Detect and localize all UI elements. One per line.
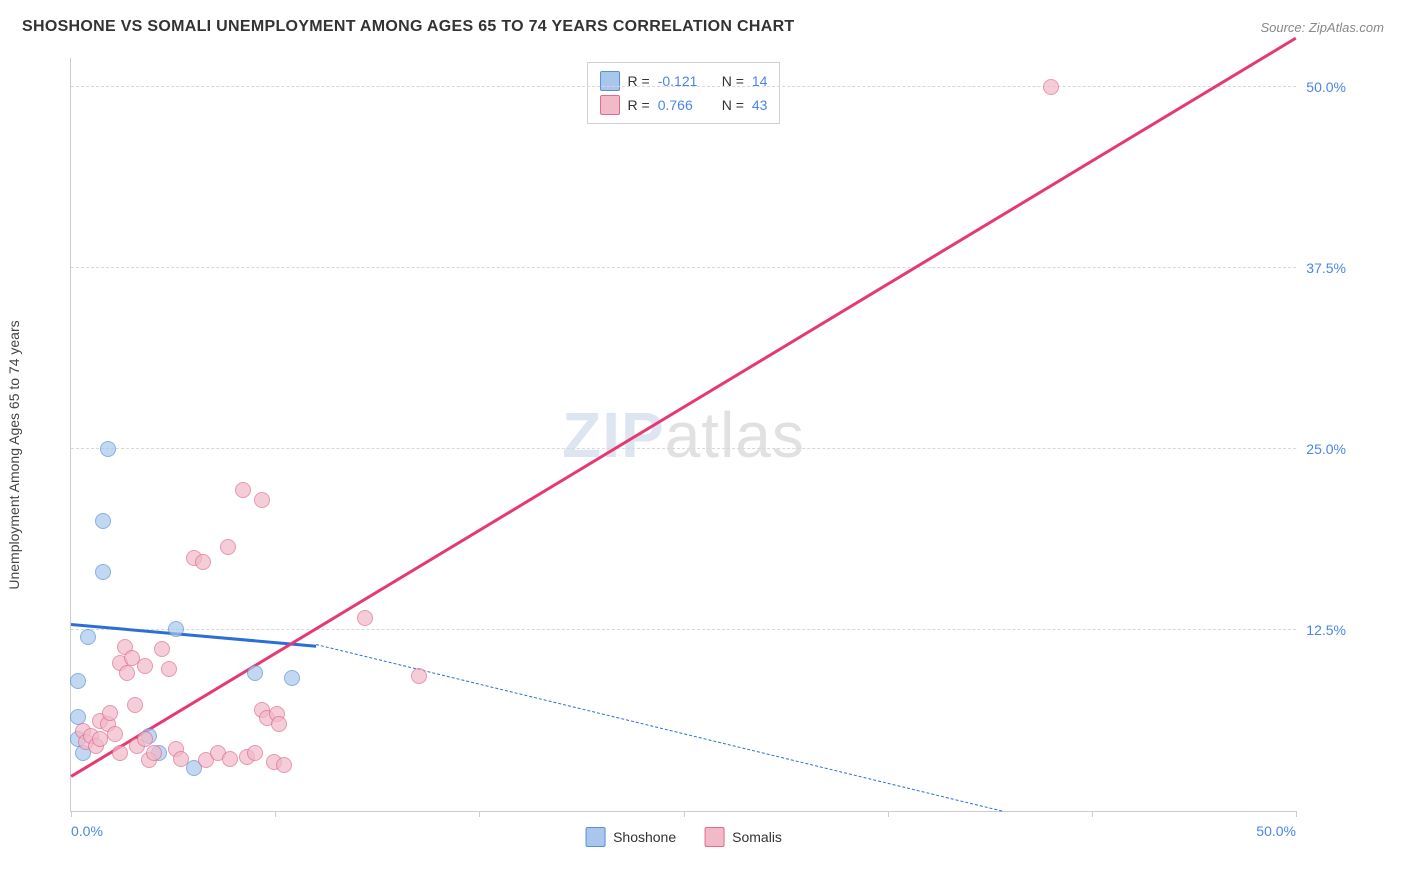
data-point <box>92 731 108 747</box>
trend-line <box>71 623 316 648</box>
data-point <box>247 665 263 681</box>
data-point <box>137 658 153 674</box>
data-point <box>161 661 177 677</box>
data-point <box>70 673 86 689</box>
data-point <box>1043 79 1059 95</box>
chart-container: Unemployment Among Ages 65 to 74 years Z… <box>50 58 1346 852</box>
data-point <box>271 716 287 732</box>
swatch-somalis <box>600 95 620 115</box>
data-point <box>127 697 143 713</box>
data-point <box>235 482 251 498</box>
y-tick-label: 37.5% <box>1306 260 1346 276</box>
gridline <box>71 267 1296 268</box>
stats-legend-row-shoshone: R = -0.121 N = 14 <box>600 69 768 93</box>
y-tick-label: 25.0% <box>1306 441 1346 457</box>
bottom-legend: Shoshone Somalis <box>585 827 782 847</box>
data-point <box>107 726 123 742</box>
x-tick <box>684 811 685 817</box>
data-point <box>100 441 116 457</box>
data-point <box>222 751 238 767</box>
data-point <box>95 564 111 580</box>
x-tick-label-min: 0.0% <box>71 823 103 839</box>
x-tick <box>888 811 889 817</box>
x-tick <box>479 811 480 817</box>
gridline <box>71 86 1296 87</box>
data-point <box>168 621 184 637</box>
data-point <box>146 745 162 761</box>
swatch-shoshone-bottom <box>585 827 605 847</box>
legend-item-shoshone: Shoshone <box>585 827 676 847</box>
swatch-somalis-bottom <box>704 827 724 847</box>
x-tick <box>1092 811 1093 817</box>
data-point <box>195 554 211 570</box>
data-point <box>119 665 135 681</box>
stats-legend-row-somalis: R = 0.766 N = 43 <box>600 93 768 117</box>
y-axis-label: Unemployment Among Ages 65 to 74 years <box>6 320 22 589</box>
stats-legend: R = -0.121 N = 14 R = 0.766 N = 43 <box>587 62 781 124</box>
data-point <box>80 629 96 645</box>
data-point <box>112 745 128 761</box>
source-attribution: Source: ZipAtlas.com <box>1260 20 1384 35</box>
data-point <box>284 670 300 686</box>
data-point <box>276 757 292 773</box>
chart-header: SHOSHONE VS SOMALI UNEMPLOYMENT AMONG AG… <box>0 0 1406 44</box>
data-point <box>154 641 170 657</box>
watermark: ZIPatlas <box>562 398 805 472</box>
legend-item-somalis: Somalis <box>704 827 782 847</box>
data-point <box>254 492 270 508</box>
data-point <box>102 705 118 721</box>
x-tick <box>275 811 276 817</box>
swatch-shoshone <box>600 71 620 91</box>
x-tick <box>71 811 72 817</box>
gridline <box>71 448 1296 449</box>
data-point <box>411 668 427 684</box>
chart-title: SHOSHONE VS SOMALI UNEMPLOYMENT AMONG AG… <box>22 18 795 36</box>
gridline <box>71 629 1296 630</box>
x-tick <box>1296 811 1297 817</box>
data-point <box>357 610 373 626</box>
y-tick-label: 12.5% <box>1306 622 1346 638</box>
data-point <box>95 513 111 529</box>
y-tick-label: 50.0% <box>1306 79 1346 95</box>
x-tick-label-max: 50.0% <box>1256 823 1296 839</box>
plot-area: ZIPatlas R = -0.121 N = 14 R = 0.766 N =… <box>70 58 1296 812</box>
data-point <box>173 751 189 767</box>
data-point <box>220 539 236 555</box>
data-point <box>137 731 153 747</box>
data-point <box>247 745 263 761</box>
